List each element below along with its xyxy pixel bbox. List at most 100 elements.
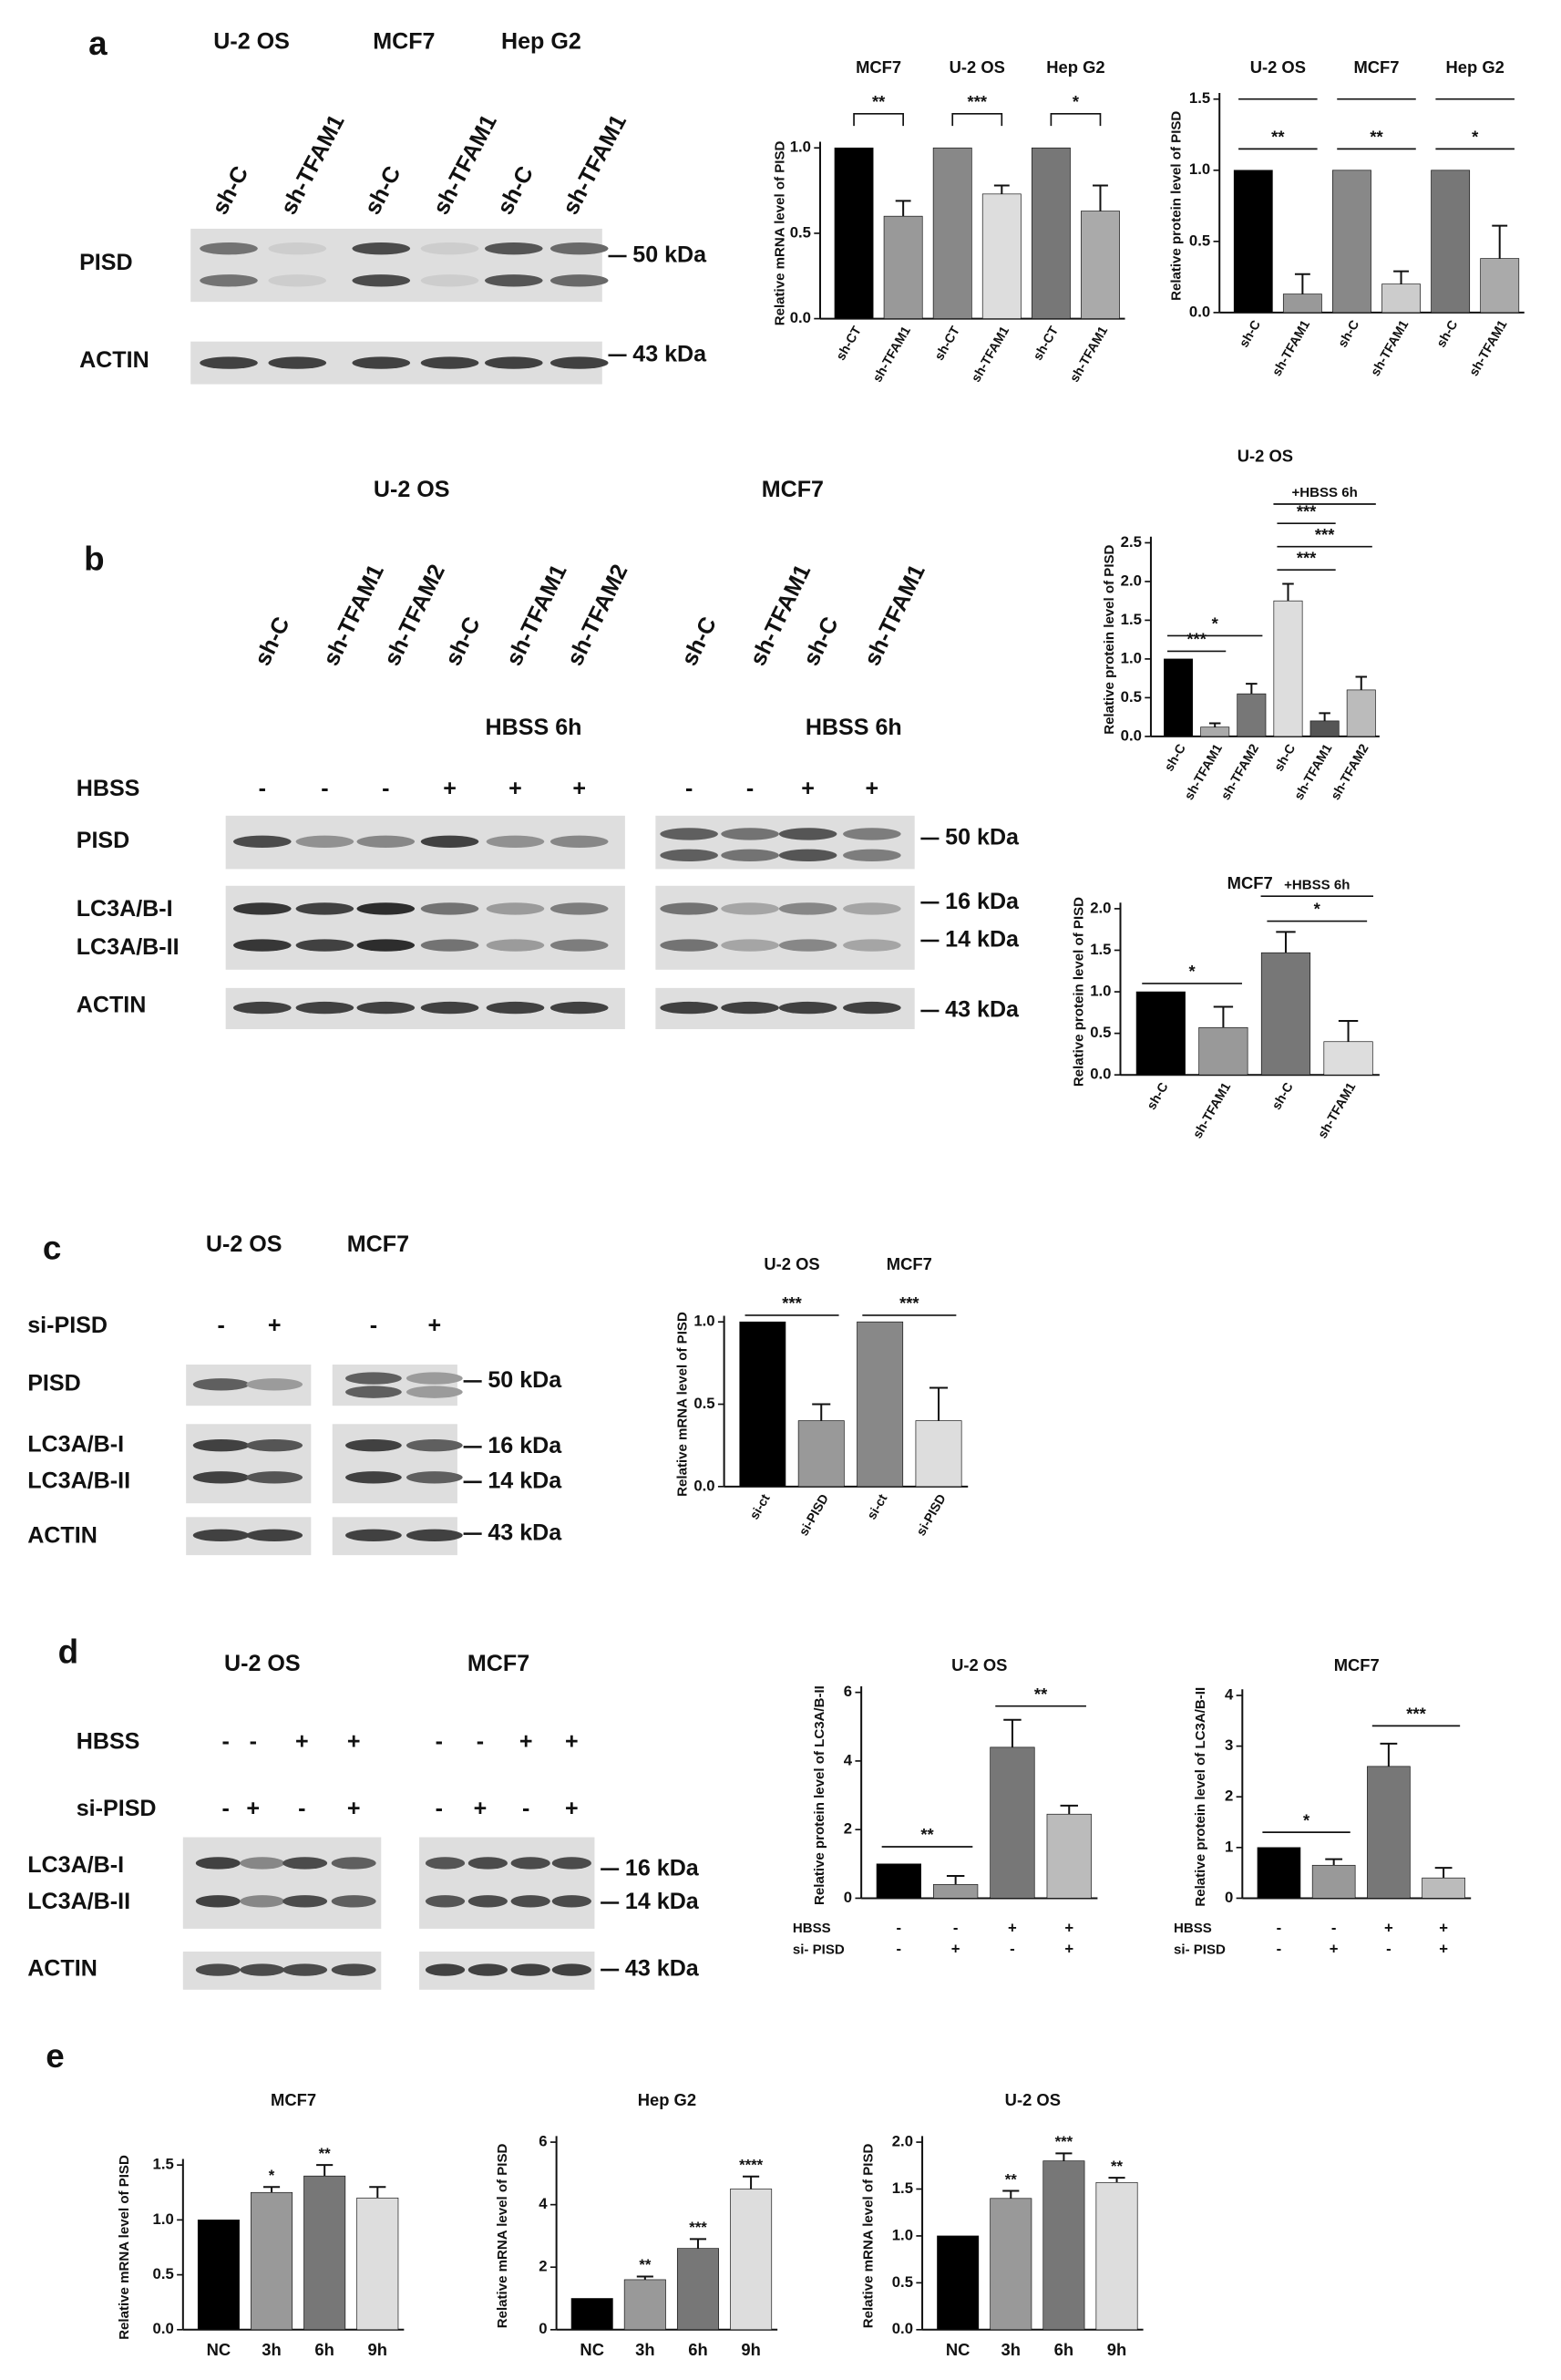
row-label: ACTIN	[77, 993, 147, 1018]
blot-band	[240, 1857, 285, 1870]
y-axis-label: Relative protein level of PISD	[1102, 544, 1117, 734]
blot-band	[425, 1857, 466, 1870]
significance-bracket	[1050, 112, 1102, 127]
blot-band	[352, 242, 411, 255]
significance-label: **	[1370, 128, 1383, 147]
condition-sign: -	[259, 776, 266, 801]
x-tick-label: 6h	[688, 2340, 707, 2359]
blot-band	[295, 902, 354, 915]
x-tick-label: sh-TFAM1	[969, 324, 1012, 385]
blot-band	[420, 835, 479, 848]
blot-band	[352, 274, 411, 287]
y-tick-label: 0	[1225, 1889, 1233, 1906]
panel-label: d	[58, 1633, 78, 1671]
x-tick-label: sh-TFAM2	[1329, 742, 1372, 803]
error-bar	[895, 200, 911, 217]
blot-band	[843, 902, 901, 915]
significance-bracket	[853, 112, 904, 127]
chart-title: MCF7	[1227, 873, 1273, 892]
significance-label: **	[872, 92, 886, 111]
blot-band	[200, 356, 258, 369]
blot-band	[721, 849, 779, 862]
blot-band	[356, 939, 416, 952]
x-tick-label: sh-CT	[1031, 324, 1062, 363]
blot-band	[420, 274, 479, 287]
marker-label: 50 kDa	[632, 242, 707, 268]
lane-label: sh-C	[250, 613, 295, 669]
blot-strip	[332, 1424, 457, 1504]
significance-label: **	[1111, 2158, 1124, 2175]
condition-sign: -	[382, 776, 389, 801]
blot-band	[345, 1438, 402, 1452]
chart-title: U-2 OS	[1005, 2090, 1061, 2109]
error-bar	[689, 2238, 707, 2249]
blot-band	[485, 242, 543, 255]
group-label: Hep G2	[1046, 57, 1104, 77]
error-bar	[1003, 1718, 1022, 1747]
blot-band	[356, 835, 416, 848]
bar	[1257, 1847, 1301, 1899]
row-label: ACTIN	[27, 1523, 98, 1549]
bar	[623, 2279, 666, 2331]
x-tick-label: si-PISD	[914, 1492, 950, 1539]
condition-label: si-PISD	[27, 1313, 108, 1338]
lane-label: sh-C	[676, 613, 722, 669]
blot-band	[268, 274, 327, 287]
error-bar	[1380, 1742, 1398, 1767]
lane-label: sh-TFAM1	[428, 110, 502, 219]
blot-band	[551, 1963, 591, 1976]
bar	[1346, 689, 1376, 737]
error-bar	[993, 184, 1010, 194]
blot-band	[660, 849, 718, 862]
bar	[1381, 283, 1421, 314]
marker-label: 14 kDa	[488, 1468, 562, 1493]
condition-label: HBSS	[1174, 1921, 1212, 1936]
blot-band	[778, 939, 837, 952]
y-tick-label: 1.0	[790, 139, 811, 156]
x-tick-label: sh-C	[1336, 318, 1363, 350]
blot-band	[406, 1438, 463, 1452]
y-tick-label: 2.0	[1121, 572, 1142, 589]
group-label: MCF7	[856, 57, 901, 77]
blot-band	[345, 1372, 402, 1385]
blot-band	[406, 1529, 463, 1542]
blot-band	[778, 1001, 837, 1015]
blot-band	[660, 902, 718, 915]
bar	[876, 1863, 921, 1899]
marker-label: 16 kDa	[625, 1855, 700, 1880]
bar	[1367, 1766, 1411, 1899]
cell-line: MCF7	[467, 1651, 529, 1676]
blot-band	[246, 1471, 303, 1484]
cell-line: U-2 OS	[213, 28, 290, 54]
lane-label: sh-TFAM2	[379, 561, 450, 670]
y-tick-label: 1.0	[892, 2226, 913, 2243]
blot-band	[721, 828, 779, 840]
blot-band	[843, 1001, 901, 1015]
blot-strip	[655, 885, 915, 970]
significance-label: ***	[689, 2219, 707, 2236]
y-tick-label: 0.0	[1121, 726, 1142, 744]
condition-sign: -	[953, 1919, 959, 1936]
bar	[1042, 2160, 1085, 2331]
y-tick-label: 1.0	[1121, 649, 1142, 666]
significance-label: ***	[899, 1293, 919, 1313]
blot-band	[660, 939, 718, 952]
bar	[933, 1884, 979, 1899]
condition-sign: -	[298, 1796, 305, 1821]
lane-label: sh-TFAM2	[562, 561, 633, 670]
marker-label: 43 kDa	[625, 1956, 700, 1982]
blot-band	[331, 1895, 376, 1908]
significance-label: ***	[1406, 1705, 1426, 1724]
blot-band	[660, 828, 718, 840]
bar	[1164, 658, 1194, 737]
x-tick-label: 9h	[741, 2340, 760, 2359]
condition-sign: -	[477, 1728, 484, 1754]
chart-title: MCF7	[1334, 1655, 1380, 1674]
lane-label: sh-TFAM1	[318, 561, 389, 670]
y-tick-label: 2	[844, 1820, 852, 1838]
blot-band	[510, 1857, 550, 1870]
bar	[1135, 991, 1186, 1076]
condition-sign: -	[217, 1313, 224, 1338]
x-tick-label: NC	[207, 2340, 231, 2359]
